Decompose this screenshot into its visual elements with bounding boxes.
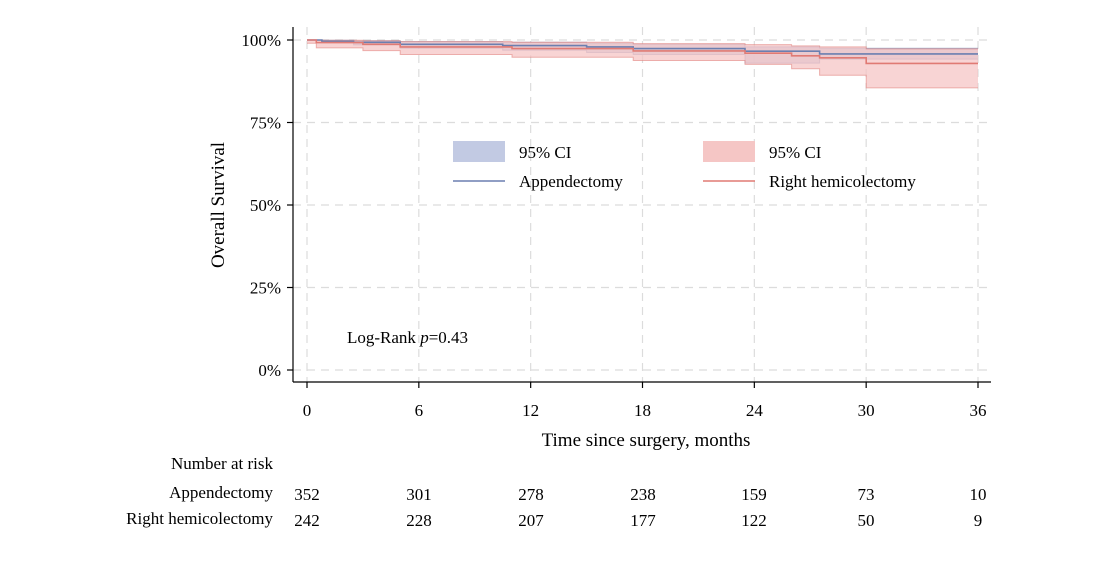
legend-label-hemicolectomy: Right hemicolectomy (769, 172, 916, 191)
y-tick-label: 100% (241, 31, 281, 50)
x-tick-label: 36 (970, 401, 987, 420)
log-rank-prefix: Log-Rank (347, 328, 420, 347)
survival-lines (307, 39, 978, 65)
legend-label-appendectomy-ci: 95% CI (519, 143, 572, 162)
ci-lower-edge-right-hemicolectomy (307, 42, 978, 89)
risk-appendectomy-30: 73 (857, 485, 875, 504)
risk-appendectomy-18: 238 (630, 485, 656, 504)
risk-appendectomy-6: 301 (406, 485, 432, 504)
y-tick-label: 25% (250, 279, 281, 298)
risk-hemicolectomy-0: 242 (294, 511, 320, 530)
risk-row-label-hemicolectomy: Right hemicolectomy (126, 509, 273, 528)
risk-hemicolectomy-24: 122 (741, 511, 767, 530)
axes: 0% 25% 50% 75% 100% 0 6 12 18 24 30 36 (241, 27, 991, 420)
y-axis-label: Overall Survival (208, 142, 229, 268)
survival-line-right-hemicolectomy (307, 39, 978, 65)
risk-appendectomy-36: 10 (969, 485, 987, 504)
risk-row-label-appendectomy: Appendectomy (169, 483, 273, 502)
x-axis-label: Time since surgery, months (542, 430, 751, 451)
log-rank-value: =0.43 (429, 328, 468, 347)
x-tick-label: 0 (303, 401, 312, 420)
log-rank-annotation: Log-Rank p=0.43 (347, 328, 468, 347)
survival-line-appendectomy (307, 39, 978, 55)
y-tick-label: 75% (250, 114, 281, 133)
risk-appendectomy-12: 278 (518, 485, 544, 504)
legend-label-appendectomy: Appendectomy (519, 172, 623, 191)
x-tick-label: 6 (415, 401, 424, 420)
risk-hemicolectomy-18: 177 (630, 511, 656, 530)
log-rank-p: p (419, 328, 429, 347)
legend-swatch-hemicolectomy-ci (703, 141, 755, 162)
risk-appendectomy-24: 159 (741, 485, 767, 504)
y-tick-label: 0% (258, 361, 281, 380)
y-tick-label: 50% (250, 196, 281, 215)
legend-label-hemicolectomy-ci: 95% CI (769, 143, 822, 162)
legend-swatch-appendectomy-ci (453, 141, 505, 162)
x-tick-label: 18 (634, 401, 651, 420)
risk-hemicolectomy-30: 50 (857, 511, 875, 530)
risk-hemicolectomy-6: 228 (406, 511, 432, 530)
ci-upper-edge-right-hemicolectomy (307, 39, 978, 50)
x-tick-label: 12 (522, 401, 539, 420)
risk-table-title: Number at risk (171, 454, 273, 473)
legend: 95% CI Appendectomy 95% CI Right hemicol… (453, 141, 916, 191)
risk-appendectomy-0: 352 (294, 485, 320, 504)
x-tick-label: 24 (746, 401, 764, 420)
risk-hemicolectomy-36: 9 (973, 511, 983, 530)
x-tick-label: 30 (858, 401, 875, 420)
risk-hemicolectomy-12: 207 (518, 511, 544, 530)
